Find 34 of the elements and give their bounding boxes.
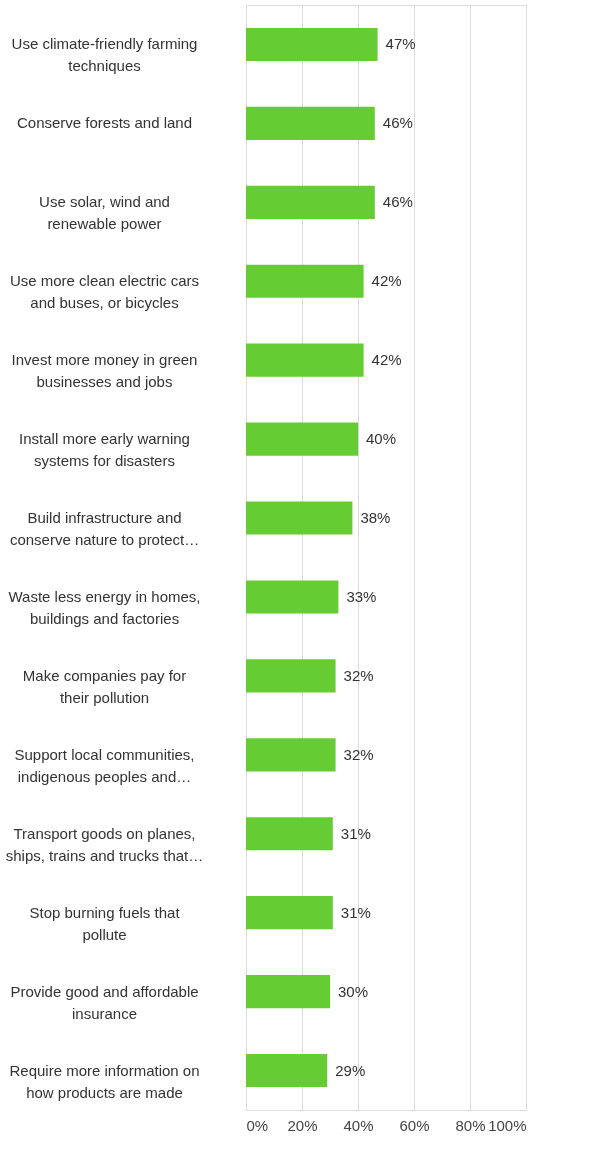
data-label: 38% <box>360 509 391 527</box>
data-label: 47% <box>385 35 416 53</box>
data-label: 42% <box>371 272 402 290</box>
x-tick-label: 60% <box>399 1116 430 1134</box>
y-tick-label: Install more early warning systems for disasters <box>19 430 190 470</box>
y-tick-label: Use solar, wind and renewable power <box>39 193 170 233</box>
data-label: 31% <box>340 903 371 921</box>
data-label: 32% <box>343 745 374 763</box>
y-tick-label: Build infrastructure and conserve nature to protect… <box>9 509 200 549</box>
y-tick-label: Use climate-friendly farming techniques <box>11 35 198 75</box>
y-tick-label: Use more clean electric cars and buses, or bicycles <box>9 272 200 312</box>
y-tick-label: Support local communities, indigenous peoples and… <box>14 745 195 785</box>
data-label: 40% <box>366 430 397 448</box>
data-label: 32% <box>343 666 374 684</box>
x-tick-label: 80% <box>455 1116 486 1134</box>
data-label: 46% <box>382 193 413 211</box>
x-tick-label: 100% <box>488 1116 527 1134</box>
y-tick-label: Stop burning fuels that pollute <box>29 903 181 943</box>
data-label: 29% <box>335 1061 366 1079</box>
y-tick-label: Waste less energy in homes, buildings and factories <box>8 587 201 627</box>
y-tick-label: Provide good and affordable insurance <box>10 982 199 1022</box>
x-tick-label: 40% <box>343 1116 374 1134</box>
y-tick-label: Invest more money in green businesses and jobs <box>11 351 198 391</box>
data-label: 46% <box>382 114 413 132</box>
y-tick-label: Require more information on how products are made <box>9 1061 200 1101</box>
data-label: 31% <box>340 824 371 842</box>
data-label: 42% <box>371 351 402 369</box>
data-label: 30% <box>338 982 369 1000</box>
y-tick-label: Make companies pay for their pollution <box>22 666 187 706</box>
data-label: 33% <box>346 587 377 605</box>
x-tick-label: 20% <box>287 1116 318 1134</box>
x-tick-label: 0% <box>246 1116 269 1134</box>
y-tick-label: Conserve forests and land <box>16 114 193 132</box>
y-tick-label: Transport goods on planes, ships, trains and trucks that… <box>5 824 204 864</box>
